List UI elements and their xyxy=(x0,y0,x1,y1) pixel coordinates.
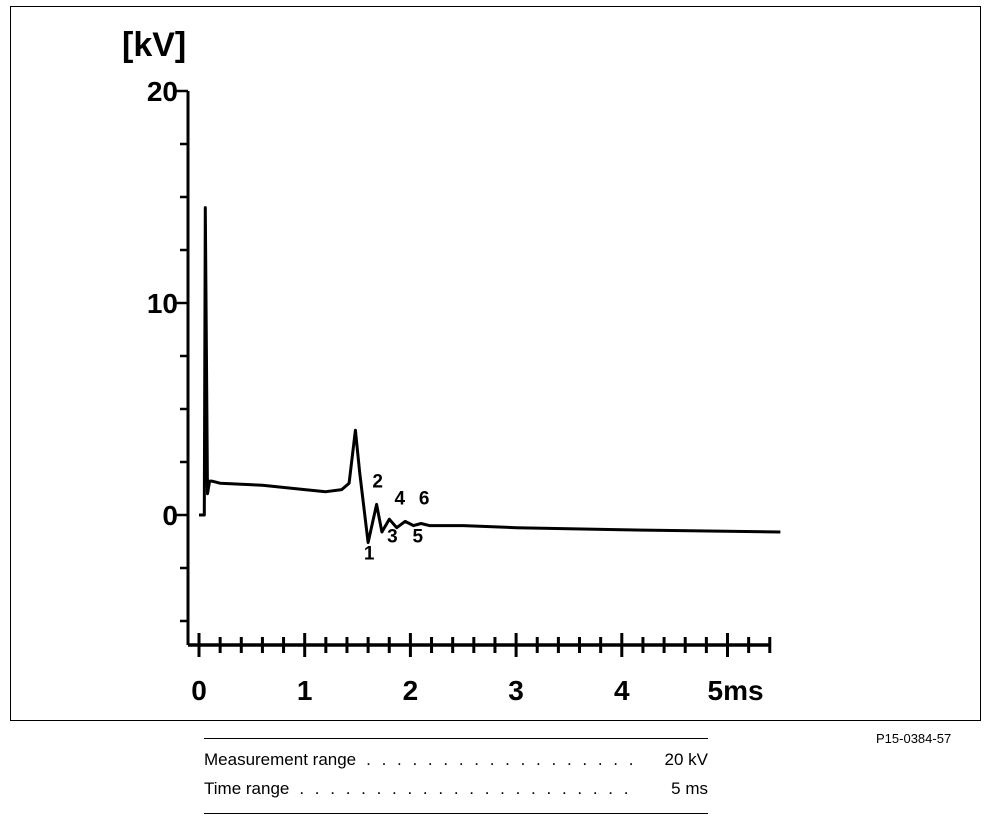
leader-dots: . . . . . . . . . . . . . . . . . . . . … xyxy=(366,750,638,769)
y-tick-label: 10 xyxy=(147,288,178,319)
x-tick-label: 4 xyxy=(614,675,630,706)
voltage-trace-line xyxy=(199,206,781,545)
peak-annotation: 5 xyxy=(413,527,424,548)
chart-axes xyxy=(176,89,772,657)
legend-row-time: Time range . . . . . . . . . . . . . . .… xyxy=(204,774,708,803)
peak-annotation: 3 xyxy=(387,527,398,548)
measurement-range-label: Measurement range xyxy=(204,750,357,769)
legend-row-measurement: Measurement range . . . . . . . . . . . … xyxy=(204,745,708,774)
peak-annotation: 4 xyxy=(395,488,406,509)
peak-annotation: 2 xyxy=(372,471,383,492)
x-tick-label: 2 xyxy=(403,675,419,706)
figure-reference-code: P15-0384-57 xyxy=(876,731,952,746)
leader-dots: . . . . . . . . . . . . . . . . . . . . … xyxy=(299,779,638,798)
time-range-label: Time range xyxy=(204,779,290,798)
figure-frame xyxy=(10,6,981,721)
time-range-value: 5 ms xyxy=(671,779,708,798)
y-axis-label: [kV] xyxy=(122,26,186,64)
y-tick-label: 20 xyxy=(147,76,178,107)
measurement-legend: Measurement range . . . . . . . . . . . … xyxy=(204,738,708,814)
y-tick-label: 0 xyxy=(162,500,178,531)
x-tick-label: 0 xyxy=(191,675,207,706)
measurement-range-value: 20 kV xyxy=(664,750,708,769)
x-tick-label: 3 xyxy=(508,675,524,706)
x-tick-label: 1 xyxy=(297,675,313,706)
x-tick-label: 5ms xyxy=(708,675,764,706)
peak-annotation: 6 xyxy=(419,488,430,509)
peak-annotation: 1 xyxy=(364,544,375,565)
chart-series xyxy=(199,206,781,545)
